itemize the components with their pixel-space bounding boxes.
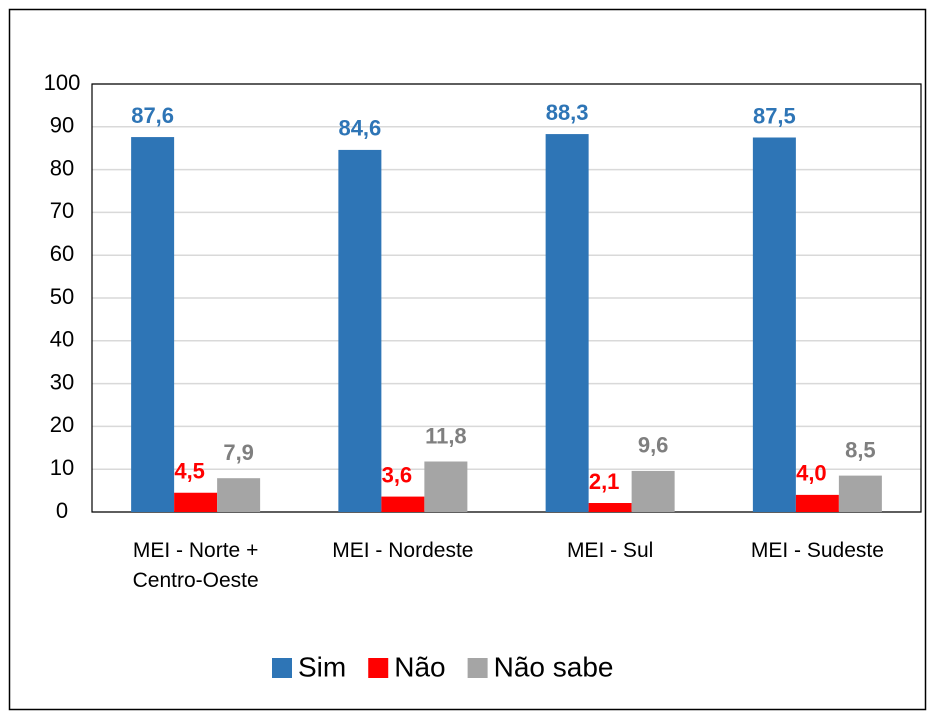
bar [631, 470, 675, 512]
legend-label: Não sabe [494, 651, 614, 682]
bar [752, 137, 796, 512]
bar [588, 503, 632, 512]
data-label: 4,5 [174, 459, 205, 484]
bar [795, 494, 839, 512]
legend-label: Sim [298, 651, 346, 682]
y-tick-label: 70 [50, 198, 74, 223]
bar [217, 478, 261, 512]
y-tick-label: 20 [50, 412, 74, 437]
bar [338, 149, 382, 513]
data-label: 87,6 [131, 103, 174, 128]
bar [838, 475, 882, 512]
y-tick-label: 30 [50, 369, 74, 394]
data-label: 4,0 [796, 461, 827, 486]
data-label: 2,1 [589, 469, 620, 494]
bar [381, 496, 425, 512]
legend-swatch [467, 658, 488, 678]
data-label: 9,6 [638, 433, 669, 458]
data-label: 3,6 [382, 462, 413, 487]
x-tick-label: MEI - Nordeste [332, 539, 474, 562]
data-label: 8,5 [845, 437, 876, 462]
y-tick-label: 0 [56, 498, 68, 523]
bar [174, 492, 218, 512]
data-label: 87,5 [753, 103, 796, 128]
y-tick-label: 10 [50, 455, 74, 480]
bar [131, 137, 175, 512]
x-tick-label: MEI - Norte + Centro-Oeste [132, 539, 259, 592]
x-tick-label: MEI - Sudeste [750, 539, 884, 562]
x-tick-label: MEI - Sul [566, 539, 654, 562]
y-tick-label: 40 [50, 327, 74, 352]
y-tick-label: 50 [50, 284, 74, 309]
data-label: 7,9 [223, 440, 254, 465]
bar [545, 134, 589, 513]
data-label: 11,8 [425, 423, 467, 448]
y-tick-label: 60 [50, 241, 74, 266]
y-tick-label: 100 [44, 70, 81, 95]
plot-border [91, 83, 922, 513]
y-tick-label: 80 [50, 155, 74, 180]
legend-swatch [272, 658, 292, 678]
frame [8, 8, 927, 711]
legend-label: Não [394, 651, 445, 682]
legend-swatch [368, 658, 389, 678]
data-label: 84,6 [338, 116, 381, 141]
y-tick-label: 90 [50, 113, 74, 138]
data-label: 88,3 [546, 100, 589, 125]
bar [424, 461, 468, 512]
